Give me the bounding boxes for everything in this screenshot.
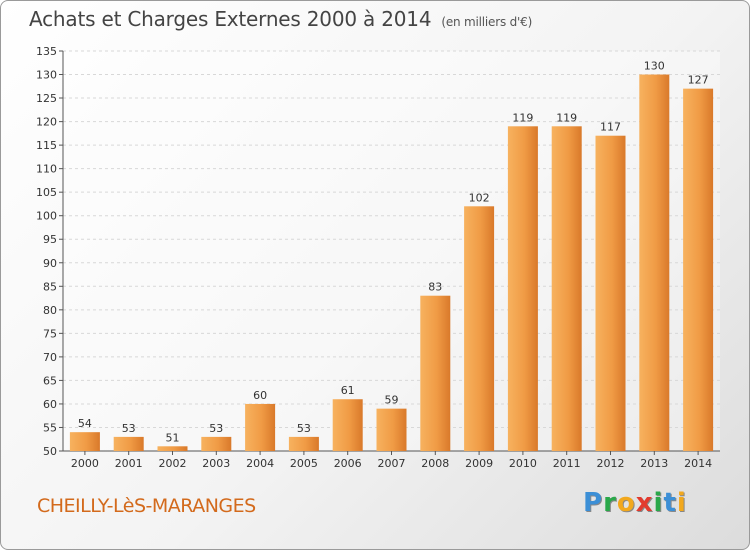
chart-unit: (en milliers d'€) (441, 15, 533, 29)
x-tick-label: 2002 (159, 457, 187, 470)
y-tick-label: 50 (43, 445, 57, 458)
data-label: 61 (341, 384, 355, 397)
logo-letter: x (635, 488, 654, 518)
data-label: 53 (122, 422, 136, 435)
data-label: 53 (209, 422, 223, 435)
bar (332, 399, 363, 451)
x-tick-label: 2005 (290, 457, 318, 470)
x-tick-label: 2003 (202, 457, 230, 470)
x-tick-label: 2009 (465, 457, 493, 470)
bar (683, 88, 714, 451)
proxiti-logo: Proxiti (583, 488, 687, 518)
y-tick-label: 115 (36, 139, 57, 152)
bar (507, 126, 538, 451)
bar (113, 436, 144, 451)
x-tick-label: 2013 (640, 457, 668, 470)
chart-title: Achats et Charges Externes 2000 à 2014 (e… (29, 7, 532, 31)
y-tick-label: 60 (43, 398, 57, 411)
y-tick-label: 125 (36, 92, 57, 105)
commune-name: CHEILLY-LèS-MARANGES (37, 495, 256, 517)
x-tick-label: 2010 (509, 457, 537, 470)
y-tick-label: 85 (43, 280, 57, 293)
bar (420, 295, 451, 451)
logo-letter: t (663, 488, 677, 518)
chart-title-text: Achats et Charges Externes 2000 à 2014 (29, 7, 432, 31)
x-tick-label: 2014 (684, 457, 712, 470)
data-label: 54 (78, 417, 92, 430)
logo-letter: i (653, 488, 664, 518)
y-tick-label: 80 (43, 304, 57, 317)
bar (201, 436, 232, 451)
x-tick-label: 2007 (378, 457, 406, 470)
y-tick-label: 105 (36, 186, 57, 199)
y-tick-label: 75 (43, 327, 57, 340)
y-tick-label: 70 (43, 351, 57, 364)
x-tick-label: 2001 (115, 457, 143, 470)
y-tick-label: 135 (36, 45, 57, 58)
x-tick-label: 2011 (553, 457, 581, 470)
x-tick-label: 2000 (71, 457, 99, 470)
y-tick-label: 110 (36, 163, 57, 176)
data-label: 53 (297, 422, 311, 435)
y-tick-label: 65 (43, 374, 57, 387)
data-label: 59 (385, 394, 399, 407)
data-label: 51 (166, 431, 180, 444)
y-tick-label: 90 (43, 257, 57, 270)
y-tick-label: 55 (43, 421, 57, 434)
data-label: 83 (428, 281, 442, 294)
x-tick-label: 2008 (421, 457, 449, 470)
bar (69, 432, 100, 451)
y-tick-label: 95 (43, 233, 57, 246)
bar (639, 74, 670, 451)
logo-letter: o (616, 488, 636, 518)
x-tick-label: 2004 (246, 457, 274, 470)
y-tick-label: 120 (36, 116, 57, 129)
bar (288, 436, 319, 451)
logo-letter: P (583, 488, 604, 518)
bar (157, 446, 188, 451)
bar (464, 206, 495, 451)
x-tick-label: 2006 (334, 457, 362, 470)
data-label: 130 (644, 60, 665, 73)
data-label: 119 (556, 111, 577, 124)
data-label: 60 (253, 389, 267, 402)
data-label: 127 (688, 74, 709, 87)
bar (551, 126, 582, 451)
data-label: 117 (600, 121, 621, 134)
bar (595, 135, 626, 452)
data-label: 119 (512, 111, 533, 124)
bar (376, 408, 407, 451)
data-label: 102 (469, 191, 490, 204)
bar (245, 403, 276, 451)
y-tick-label: 130 (36, 69, 57, 82)
logo-letter: i (676, 488, 687, 518)
x-tick-label: 2012 (597, 457, 625, 470)
y-tick-label: 100 (36, 210, 57, 223)
logo-letter: r (603, 488, 617, 518)
